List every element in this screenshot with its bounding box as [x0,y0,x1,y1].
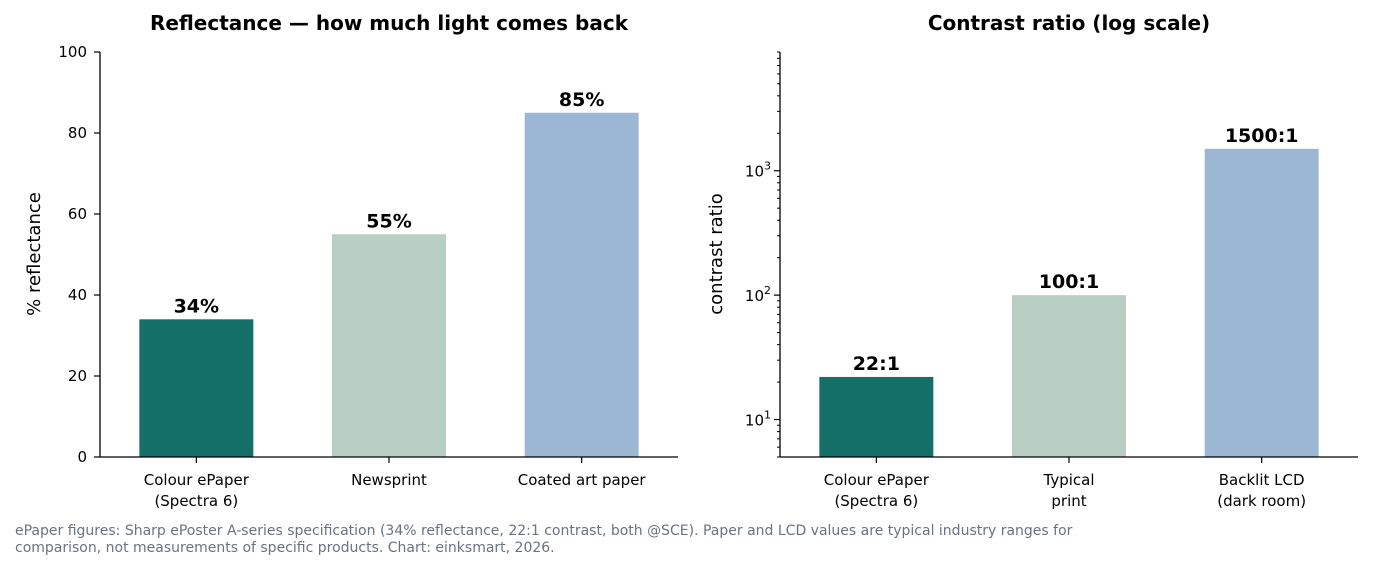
contrast-chart: Contrast ratio (log scale) contrast rati… [706,11,1358,510]
bar [1012,295,1126,457]
x-tick-label: Colour ePaper (Spectra 6) [144,471,250,510]
y-tick-label: 0 [77,448,87,466]
chart-marks: 101 102 103 22:1 Colour ePaper (Spectra 6) 100… [745,51,1319,510]
y-tick-label: 101 [745,409,771,430]
y-tick-label: 80 [68,124,87,142]
data-label: 1500:1 [1225,125,1299,147]
y-tick-label: 102 [745,284,771,305]
chart-title: Contrast ratio (log scale) [928,11,1210,35]
bar [1204,148,1319,457]
bar [524,112,639,457]
y-tick-label: 100 [58,43,87,61]
reflectance-chart: Reflectance — how much light comes back … [24,11,678,510]
y-tick-label: 103 [745,160,771,181]
y-axis-label: contrast ratio [706,193,727,314]
data-label: 100:1 [1039,271,1099,293]
chart-title: Reflectance — how much light comes back [150,11,629,35]
y-tick-label: 40 [68,286,87,304]
bar [139,319,254,457]
y-tick-label: 60 [68,205,87,223]
y-axis-label: % reflectance [24,192,45,316]
data-label: 55% [366,210,411,232]
x-tick-label: Coated art paper [518,471,647,489]
x-tick-label: Newsprint [351,471,427,489]
data-label: 22:1 [853,353,900,375]
x-tick-label: Typical print [1043,471,1095,510]
chart-marks: 0 20 40 60 80 100 34% Colour ePaper (Spectra 6) 5… [58,43,646,510]
y-tick-label: 20 [68,367,87,385]
source-footnote: ePaper figures: Sharp ePoster A-series s… [15,523,1073,556]
data-label: 85% [559,89,604,111]
bar [332,234,446,457]
x-tick-label: Backlit LCD (dark room) [1217,471,1306,510]
x-tick-label: Colour ePaper (Spectra 6) [824,471,930,510]
data-label: 34% [174,295,219,317]
bar [819,376,934,457]
figure: Reflectance — how much light comes back … [24,11,1358,510]
